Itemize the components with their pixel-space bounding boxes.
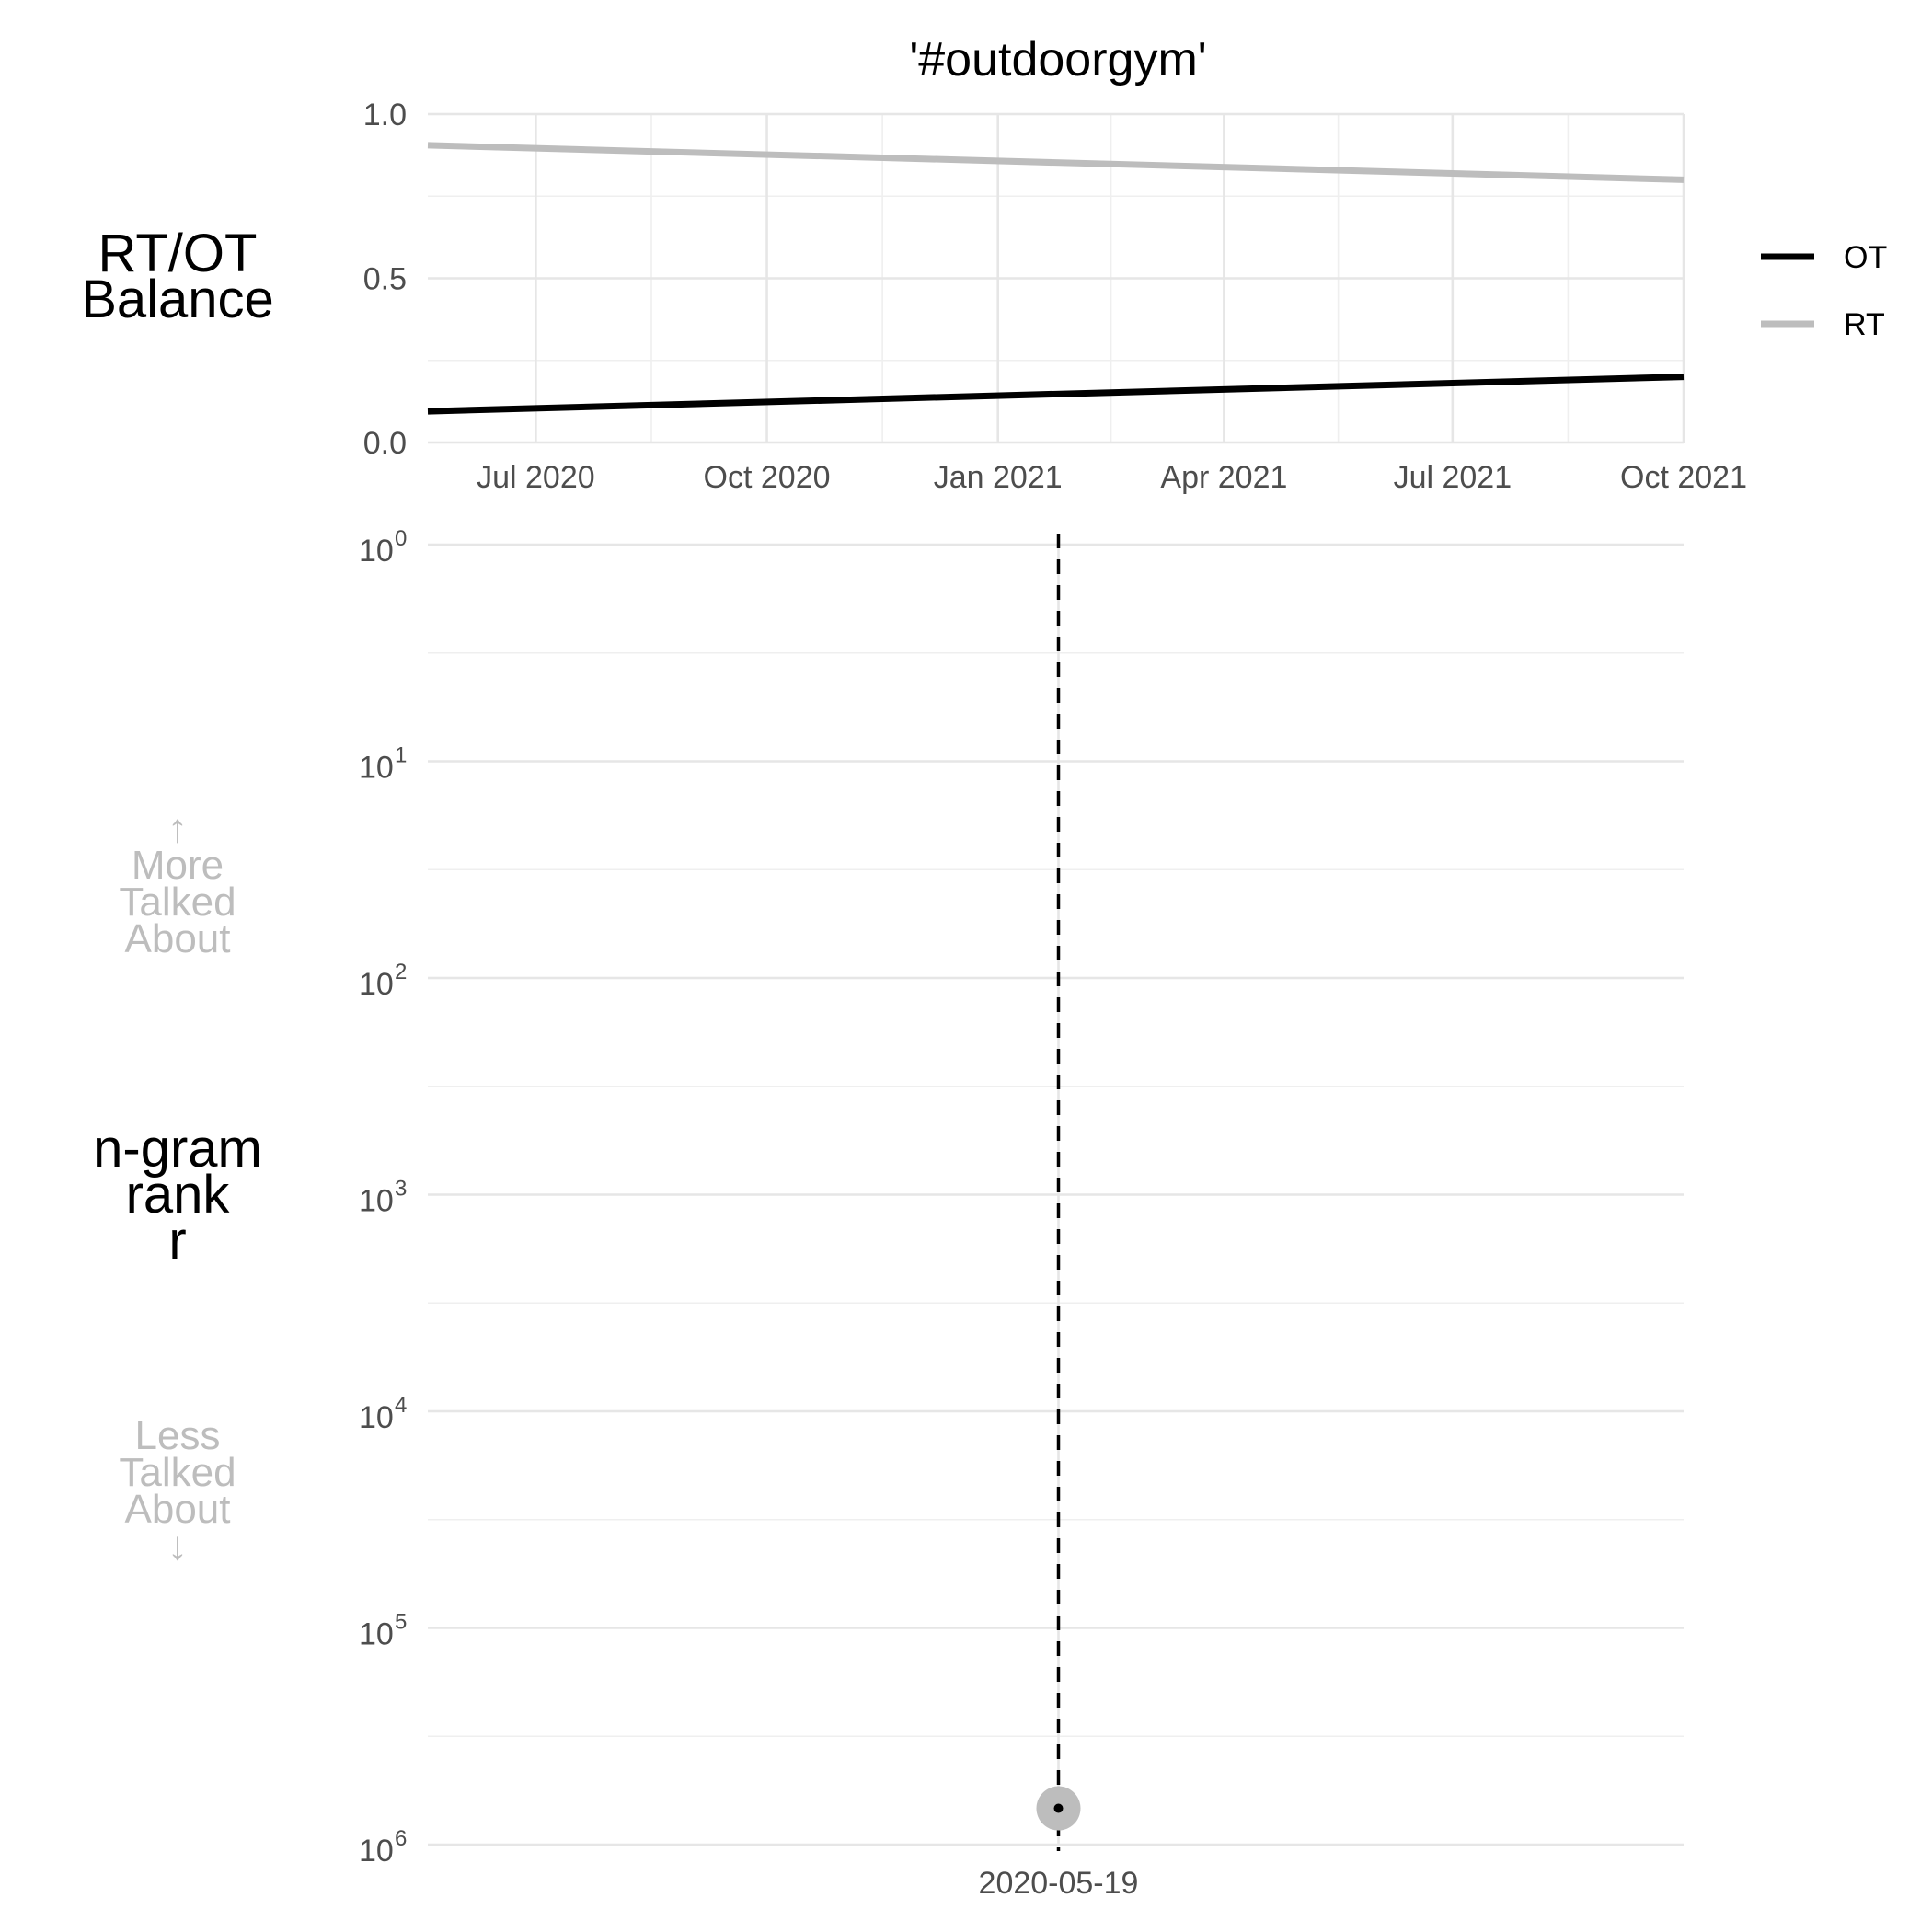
rank-point-center xyxy=(1053,1803,1064,1813)
y-tick-exponent: 3 xyxy=(395,1177,407,1202)
y-tick-exponent: 2 xyxy=(395,960,407,984)
label-line: About xyxy=(125,1487,231,1532)
chart-title: '#outdoorgym' xyxy=(909,33,1206,86)
label-line: rank xyxy=(126,1165,231,1225)
rank-panel-y-axis-label: n-gram rank r xyxy=(93,1119,262,1271)
x-tick-label: Oct 2021 xyxy=(1620,460,1747,495)
x-tick-label: Jan 2021 xyxy=(934,460,1063,495)
y-tick-base: 10 xyxy=(359,967,394,1002)
x-tick-label: Apr 2021 xyxy=(1160,460,1287,495)
label-line: RT/OT xyxy=(98,224,258,283)
y-tick-exponent: 1 xyxy=(395,743,407,768)
label-line: ↓ xyxy=(167,1524,188,1569)
label-line: Balance xyxy=(81,270,274,329)
more-talked-about-note: ↑ More Talked About xyxy=(119,806,236,961)
y-tick-label: 1.0 xyxy=(363,98,407,132)
y-tick-base: 10 xyxy=(359,534,394,569)
y-tick-base: 10 xyxy=(359,751,394,786)
rank-panel-gridlines xyxy=(428,543,1684,1846)
x-tick-label: Oct 2020 xyxy=(704,460,831,495)
rank-panel-points xyxy=(1036,1786,1081,1831)
label-line: More xyxy=(132,843,224,888)
y-tick-base: 10 xyxy=(359,1400,394,1435)
label-line: About xyxy=(125,916,231,961)
x-tick-label: Jul 2020 xyxy=(477,460,595,495)
y-tick-base: 10 xyxy=(359,1617,394,1652)
x-tick-label: Jul 2021 xyxy=(1394,460,1512,495)
less-talked-about-note: Less Talked About ↓ xyxy=(119,1413,236,1569)
label-line: ↑ xyxy=(167,806,188,851)
legend: OT RT xyxy=(1761,240,1887,342)
legend-label-ot: OT xyxy=(1844,240,1887,275)
top-panel-y-ticks: 0.0 0.5 1.0 xyxy=(363,98,407,461)
legend-label-rt: RT xyxy=(1844,307,1885,342)
rank-panel-x-ticks: 2020-05-19 xyxy=(979,1866,1139,1901)
y-tick-base: 10 xyxy=(359,1834,394,1869)
top-panel-series xyxy=(427,142,1685,415)
rt-ot-balance-panel: '#outdoorgym' 0.0 0.5 1.0 Jul 2020 Oct 2020… xyxy=(81,33,1887,495)
y-tick-exponent: 4 xyxy=(395,1393,407,1418)
y-tick-exponent: 6 xyxy=(395,1826,407,1851)
y-tick-label: 0.0 xyxy=(363,426,407,461)
label-line: n-gram xyxy=(93,1119,262,1179)
top-panel-x-ticks: Jul 2020 Oct 2020 Jan 2021 Apr 2021 Jul 2021… xyxy=(477,460,1747,495)
series-line-ot xyxy=(427,374,1685,415)
y-tick-exponent: 0 xyxy=(395,526,407,551)
top-panel-y-axis-label: RT/OT Balance xyxy=(81,224,274,329)
series-line-rt xyxy=(427,142,1685,183)
x-tick-label: 2020-05-19 xyxy=(979,1866,1139,1901)
label-line: Talked xyxy=(119,1450,236,1495)
label-line: r xyxy=(168,1211,186,1271)
label-line: Talked xyxy=(119,880,236,925)
y-tick-exponent: 5 xyxy=(395,1610,407,1635)
y-tick-base: 10 xyxy=(359,1184,394,1219)
label-line: Less xyxy=(135,1413,221,1458)
y-tick-label: 0.5 xyxy=(363,262,407,297)
